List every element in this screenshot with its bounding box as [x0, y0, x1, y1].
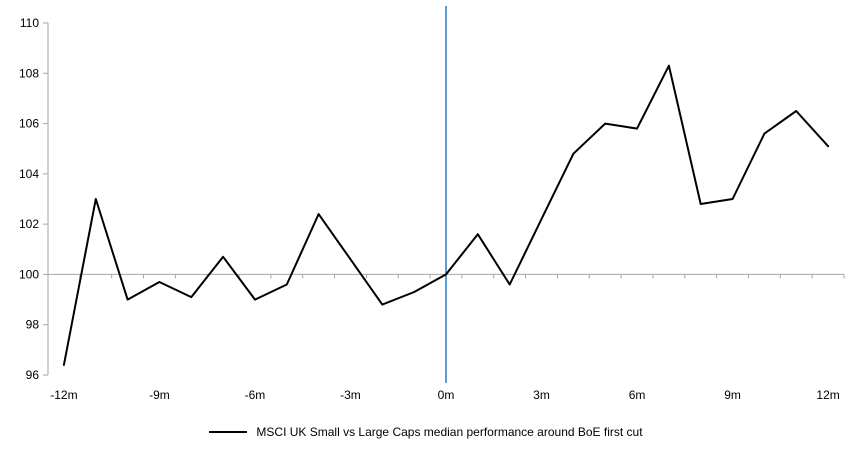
- chart-canvas: 96 98 100 102 104 106 108 110 -12m -9m -6m -3m 0m 3m 6…: [19, 6, 845, 402]
- y-tick-label: 102: [19, 217, 39, 231]
- x-tick-label: 6m: [629, 388, 646, 402]
- y-tick-label: 98: [26, 318, 40, 332]
- legend-label: MSCI UK Small vs Large Caps median perfo…: [256, 425, 643, 439]
- series-line: [62, 64, 830, 366]
- legend: MSCI UK Small vs Large Caps median perfo…: [0, 423, 852, 441]
- x-tick-label: -6m: [245, 388, 266, 402]
- x-tick-label: -9m: [149, 388, 170, 402]
- x-tick-label: 9m: [724, 388, 741, 402]
- legend-line-sample: [209, 431, 248, 433]
- x-tick-label: 0m: [438, 388, 455, 402]
- y-tick-label: 100: [19, 267, 39, 281]
- x-tick-label: 3m: [533, 388, 550, 402]
- y-tick-label: 104: [19, 167, 39, 181]
- y-tick-label: 110: [20, 16, 39, 30]
- x-tick-label: -12m: [50, 388, 77, 402]
- x-tick-label: 12m: [816, 388, 839, 402]
- y-tick-label: 96: [26, 368, 40, 382]
- y-tick-label: 106: [19, 117, 39, 131]
- x-tick-label: -3m: [340, 388, 361, 402]
- y-tick-label: 108: [19, 66, 39, 80]
